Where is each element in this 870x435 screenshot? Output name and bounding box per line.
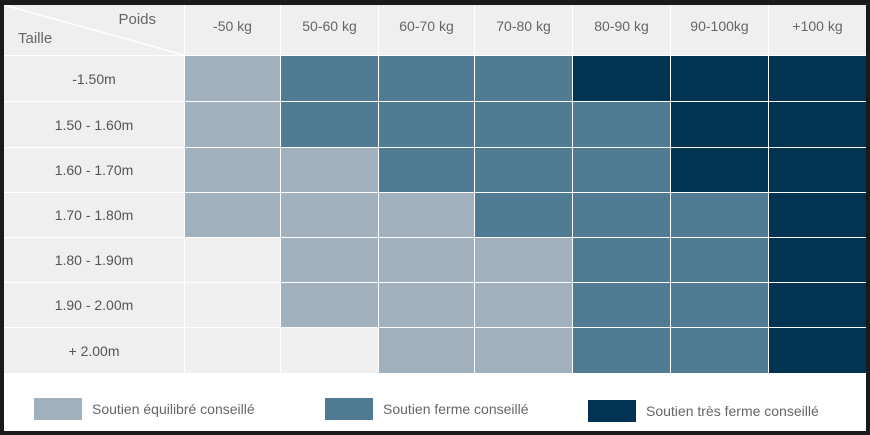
legend-item-1: Soutien ferme conseillé (325, 398, 529, 420)
row-header-5: 1.90 - 2.00m (4, 283, 184, 327)
cell-r5-c0 (185, 283, 280, 327)
cell-r3-c3 (475, 193, 572, 237)
cell-r3-c0 (185, 193, 280, 237)
legend-label-1: Soutien ferme conseillé (383, 401, 529, 417)
cell-r5-c6 (769, 283, 866, 327)
cell-r5-c3 (475, 283, 572, 327)
cell-r1-c5 (671, 102, 768, 147)
cell-r4-c2 (379, 238, 474, 282)
column-header-3: 70-80 kg (475, 5, 572, 55)
taille-label: Taille (18, 30, 53, 47)
cell-r1-c4 (573, 102, 670, 147)
cell-r2-c6 (769, 148, 866, 192)
legend-swatch-0 (34, 398, 82, 420)
cell-r4-c5 (671, 238, 768, 282)
cell-r0-c0 (185, 56, 280, 101)
cell-r1-c2 (379, 102, 474, 147)
cell-r1-c6 (769, 102, 866, 147)
cell-r4-c3 (475, 238, 572, 282)
row-header-0: -1.50m (4, 56, 184, 101)
column-header-4: 80-90 kg (573, 5, 670, 55)
row-header-3: 1.70 - 1.80m (4, 193, 184, 237)
legend-swatch-1 (325, 398, 373, 420)
cell-r3-c6 (769, 193, 866, 237)
legend-item-0: Soutien équilibré conseillé (34, 398, 255, 420)
row-header-1: 1.50 - 1.60m (4, 102, 184, 147)
cell-r5-c1 (281, 283, 378, 327)
cell-r3-c4 (573, 193, 670, 237)
cell-r6-c4 (573, 328, 670, 373)
legend-label-2: Soutien très ferme conseillé (646, 403, 819, 419)
size-grid: Poids Taille -50 kg 50-60 kg 60-70 kg 70-80… (4, 5, 866, 373)
cell-r6-c6 (769, 328, 866, 373)
cell-r2-c4 (573, 148, 670, 192)
cell-r0-c2 (379, 56, 474, 101)
cell-r0-c5 (671, 56, 768, 101)
column-header-1: 50-60 kg (281, 5, 378, 55)
cell-r0-c6 (769, 56, 866, 101)
column-header-0: -50 kg (185, 5, 280, 55)
cell-r4-c1 (281, 238, 378, 282)
cell-r6-c2 (379, 328, 474, 373)
poids-label: Poids (118, 11, 156, 28)
corner-header: Poids Taille (4, 5, 184, 55)
cell-r6-c3 (475, 328, 572, 373)
cell-r1-c1 (281, 102, 378, 147)
cell-r6-c1 (281, 328, 378, 373)
column-header-6: +100 kg (769, 5, 866, 55)
column-header-2: 60-70 kg (379, 5, 474, 55)
cell-r2-c2 (379, 148, 474, 192)
cell-r5-c4 (573, 283, 670, 327)
cell-r0-c3 (475, 56, 572, 101)
cell-r4-c6 (769, 238, 866, 282)
cell-r3-c2 (379, 193, 474, 237)
legend-swatch-2 (588, 400, 636, 422)
cell-r5-c2 (379, 283, 474, 327)
column-header-5: 90-100kg (671, 5, 768, 55)
row-header-6: + 2.00m (4, 328, 184, 373)
cell-r6-c5 (671, 328, 768, 373)
legend-label-0: Soutien équilibré conseillé (92, 401, 255, 417)
cell-r0-c1 (281, 56, 378, 101)
cell-r2-c1 (281, 148, 378, 192)
cell-r6-c0 (185, 328, 280, 373)
row-header-2: 1.60 - 1.70m (4, 148, 184, 192)
cell-r4-c0 (185, 238, 280, 282)
legend: Soutien équilibré conseillé Soutien ferme… (4, 373, 866, 431)
row-header-4: 1.80 - 1.90m (4, 238, 184, 282)
cell-r0-c4 (573, 56, 670, 101)
cell-r2-c0 (185, 148, 280, 192)
diagonal-divider (4, 5, 184, 55)
cell-r5-c5 (671, 283, 768, 327)
cell-r3-c5 (671, 193, 768, 237)
cell-r2-c5 (671, 148, 768, 192)
cell-r3-c1 (281, 193, 378, 237)
cell-r1-c0 (185, 102, 280, 147)
cell-r4-c4 (573, 238, 670, 282)
cell-r2-c3 (475, 148, 572, 192)
legend-item-2: Soutien très ferme conseillé (588, 400, 819, 422)
cell-r1-c3 (475, 102, 572, 147)
size-chart: Poids Taille -50 kg 50-60 kg 60-70 kg 70-80… (4, 5, 866, 431)
